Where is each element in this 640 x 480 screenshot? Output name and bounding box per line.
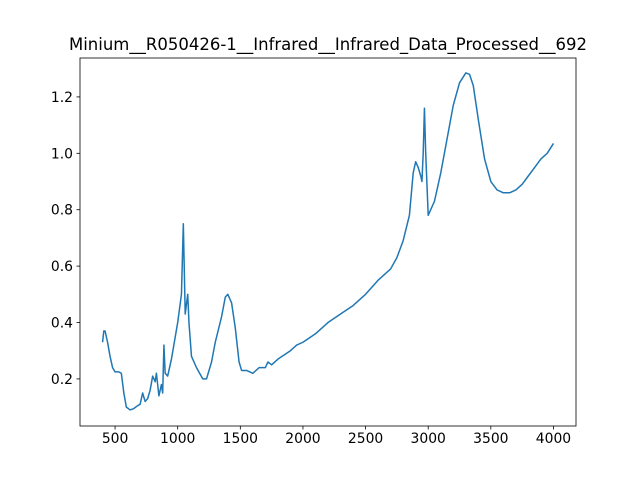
x-tick-label: 2000 xyxy=(285,431,320,447)
chart-title: Minium__R050426-1__Infrared__Infrared_Da… xyxy=(69,35,587,55)
y-tick-label: 0.2 xyxy=(51,372,73,388)
y-tick-label: 0.4 xyxy=(51,316,73,332)
x-tick-label: 3500 xyxy=(473,431,508,447)
x-tick-label: 1000 xyxy=(160,431,195,447)
plot-frame xyxy=(79,57,577,427)
x-tick-label: 500 xyxy=(102,431,129,447)
x-tick-label: 4000 xyxy=(536,431,571,447)
x-tick-label: 2500 xyxy=(348,431,383,447)
y-tick-label: 1.2 xyxy=(51,90,73,106)
y-tick-label: 0.8 xyxy=(51,203,73,219)
y-tick-label: 1.0 xyxy=(51,146,73,162)
data-line xyxy=(101,72,555,411)
y-tick-label: 0.6 xyxy=(51,259,73,275)
x-tick-label: 1500 xyxy=(223,431,258,447)
x-tick-label: 3000 xyxy=(411,431,446,447)
